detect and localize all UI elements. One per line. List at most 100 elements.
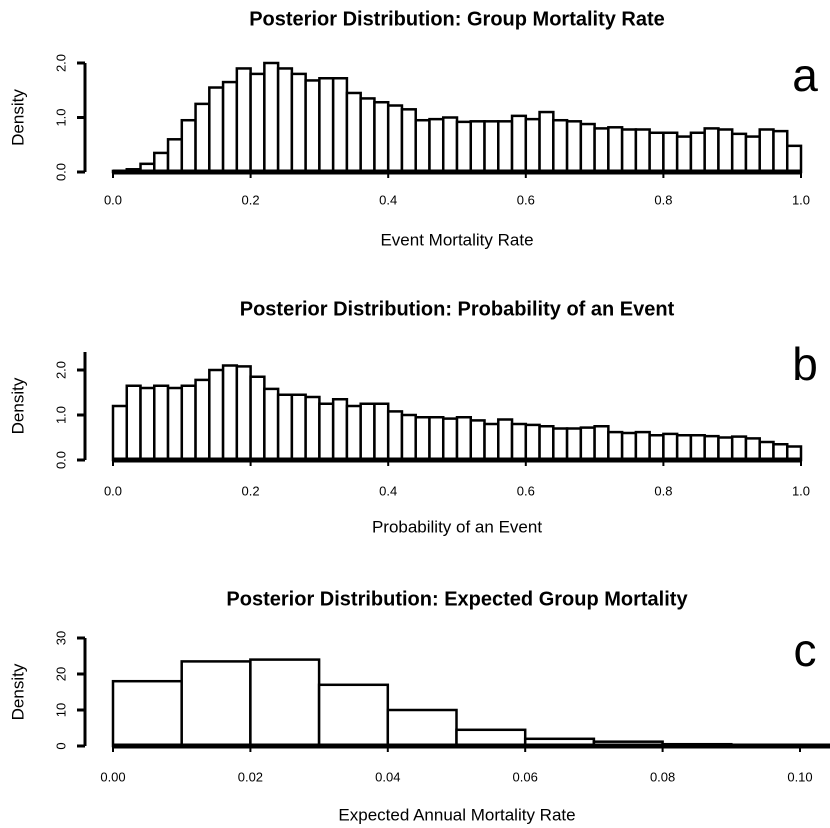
bar — [111, 404, 129, 462]
y-tick-label: 10 — [53, 703, 68, 717]
bar — [386, 410, 404, 462]
chart-title: Posterior Distribution: Group Mortality … — [249, 8, 665, 30]
x-axis-title: Expected Annual Mortality Rate — [338, 805, 575, 824]
y-tick-label: 0 — [53, 742, 68, 749]
bar — [276, 67, 294, 174]
bar — [730, 435, 748, 462]
bar — [317, 683, 390, 748]
bar — [483, 120, 500, 174]
bar — [235, 365, 252, 462]
bar — [304, 395, 321, 462]
x-tick-label: 0.02 — [238, 769, 263, 784]
bar — [524, 117, 541, 174]
bar — [634, 430, 651, 462]
bar — [235, 67, 252, 174]
bar — [428, 117, 445, 174]
bar — [359, 402, 376, 462]
bar — [689, 434, 706, 462]
bar — [414, 416, 431, 462]
bar — [483, 422, 500, 462]
x-tick-label: 0.4 — [379, 483, 397, 498]
bar — [345, 404, 362, 462]
bar — [208, 368, 225, 462]
bar — [607, 126, 624, 174]
bar — [620, 431, 638, 462]
panel-label: a — [792, 49, 818, 101]
x-tick-label: 0.8 — [654, 192, 672, 207]
x-tick-label: 0.2 — [242, 192, 260, 207]
bar — [166, 386, 184, 462]
bar — [552, 427, 569, 462]
bar — [373, 402, 390, 462]
bar — [524, 423, 541, 462]
bar — [593, 127, 610, 174]
bar — [648, 434, 665, 462]
bar — [414, 118, 431, 174]
bar — [620, 128, 638, 174]
bar — [249, 375, 266, 462]
x-tick-label: 0.4 — [379, 192, 397, 207]
x-tick-label: 0.08 — [650, 769, 675, 784]
bar — [263, 387, 280, 462]
x-tick-label: 0.00 — [100, 769, 125, 784]
x-tick-label: 0.06 — [513, 769, 538, 784]
bar — [758, 128, 775, 174]
bar — [675, 434, 693, 462]
bar — [139, 386, 156, 462]
y-tick-label: 1.0 — [53, 406, 68, 424]
x-tick-label: 0.04 — [375, 769, 400, 784]
chart-title: Posterior Distribution: Expected Group M… — [226, 588, 688, 610]
x-axis-title: Probability of an Event — [372, 517, 542, 536]
bar — [497, 120, 514, 174]
chart-title: Posterior Distribution: Probability of a… — [240, 298, 675, 320]
bar — [276, 393, 294, 462]
x-tick-label: 0.2 — [242, 483, 260, 498]
bar — [703, 127, 720, 174]
bar — [675, 135, 693, 174]
bar — [318, 402, 335, 462]
x-tick-label: 1.0 — [792, 483, 810, 498]
y-tick-label: 1.0 — [53, 108, 68, 126]
bar — [263, 61, 280, 174]
bar — [221, 364, 239, 462]
bar — [441, 417, 459, 462]
bar — [703, 434, 720, 462]
bar — [386, 708, 458, 748]
bar — [455, 120, 473, 174]
bar — [345, 91, 362, 174]
bar — [785, 144, 803, 174]
y-tick-label: 0.0 — [53, 451, 68, 469]
bar — [593, 425, 610, 462]
bar — [208, 86, 225, 174]
bar — [469, 120, 486, 174]
bar — [744, 135, 761, 174]
x-axis-title: Event Mortality Rate — [380, 230, 533, 249]
bar — [373, 100, 390, 174]
bar — [565, 427, 583, 462]
bar — [579, 426, 596, 462]
bar — [469, 419, 486, 462]
y-tick-label: 30 — [53, 631, 68, 645]
bar — [510, 422, 528, 462]
bar — [359, 97, 376, 174]
bar — [180, 660, 252, 748]
bar — [579, 122, 596, 174]
bar — [744, 437, 761, 462]
bar — [538, 425, 555, 462]
bar — [772, 129, 789, 174]
bar — [497, 418, 514, 462]
bar — [111, 679, 183, 748]
bar — [648, 131, 665, 174]
bar — [153, 384, 170, 462]
x-tick-label: 0.8 — [654, 483, 672, 498]
bar — [538, 110, 555, 174]
bar — [318, 77, 335, 174]
panel-label: c — [794, 624, 817, 676]
bar — [758, 440, 775, 462]
bar — [331, 77, 349, 174]
bar — [565, 120, 583, 174]
bar — [400, 413, 417, 462]
bar — [634, 128, 651, 174]
